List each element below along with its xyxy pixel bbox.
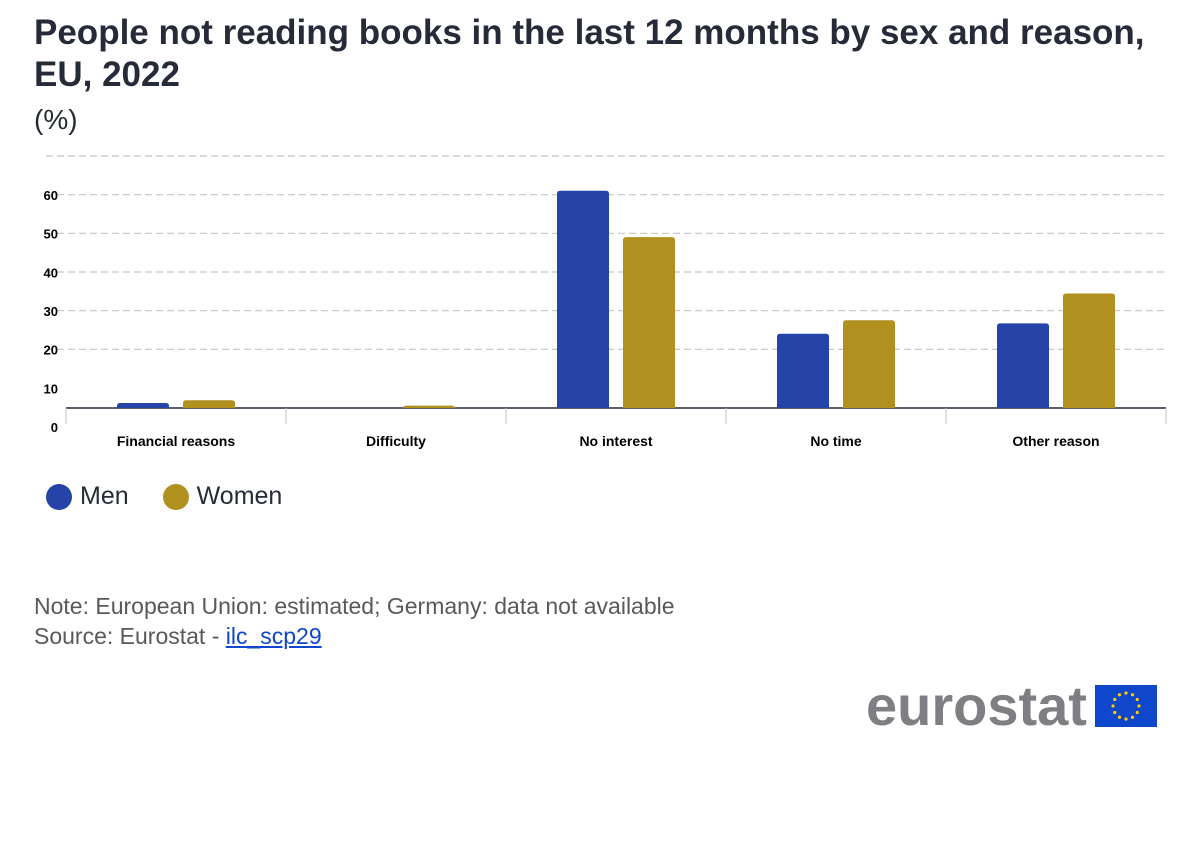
x-category-label: Difficulty bbox=[366, 433, 426, 449]
x-category-label: Financial reasons bbox=[117, 433, 235, 449]
flag-star bbox=[1117, 693, 1122, 697]
flag-star bbox=[1137, 704, 1141, 708]
flag-star bbox=[1113, 697, 1117, 702]
bar-men-0[interactable] bbox=[117, 402, 169, 408]
unit-label: (%) bbox=[34, 104, 78, 135]
flag-star bbox=[1124, 717, 1128, 721]
y-tick-label: 40 bbox=[44, 265, 58, 280]
eurostat-logo: eurostat bbox=[866, 676, 1157, 736]
legend-item-men[interactable]: Men bbox=[46, 482, 129, 511]
y-tick-label: 50 bbox=[44, 227, 58, 242]
bar-women-2[interactable] bbox=[623, 237, 675, 408]
flag-star bbox=[1117, 715, 1122, 719]
flag-star bbox=[1113, 710, 1117, 715]
bar-men-3[interactable] bbox=[777, 333, 829, 408]
y-tick-label: 0 bbox=[51, 420, 58, 435]
note-text: Note: European Union: estimated; Germany… bbox=[34, 593, 675, 619]
bar-men-2[interactable] bbox=[557, 190, 609, 408]
x-category-label: No interest bbox=[579, 433, 652, 449]
source-link[interactable]: ilc_scp29 bbox=[225, 623, 322, 649]
eurostat-wordmark: eurostat bbox=[866, 674, 1087, 737]
flag-star bbox=[1124, 691, 1128, 695]
legend-swatch-women bbox=[162, 483, 189, 510]
y-tick-label: 10 bbox=[44, 381, 58, 396]
legend-label-women: Women bbox=[196, 482, 283, 510]
y-tick-label: 20 bbox=[44, 343, 58, 358]
x-category-label: No time bbox=[810, 433, 862, 449]
footer: Note: European Union: estimated; Germany… bbox=[34, 591, 675, 651]
chart-title: People not reading books in the last 12 … bbox=[34, 13, 1145, 94]
flag-star bbox=[1135, 697, 1139, 702]
bar-chart: 0 10 20 30 40 50 60 Financial reasons Difficulty… bbox=[44, 155, 1167, 449]
legend-swatch-men bbox=[46, 483, 72, 510]
bar-women-3[interactable] bbox=[843, 320, 895, 408]
y-tick-label: 60 bbox=[44, 188, 58, 203]
eu-flag-icon bbox=[1094, 685, 1157, 727]
legend-label-men: Men bbox=[80, 482, 129, 510]
bar-women-0[interactable] bbox=[183, 400, 235, 408]
bar-men-4[interactable] bbox=[997, 323, 1049, 408]
source-text: Source: Eurostat - bbox=[34, 623, 226, 649]
legend-item-women[interactable]: Women bbox=[162, 482, 283, 511]
flag-star bbox=[1111, 704, 1115, 708]
bar-women-1[interactable] bbox=[403, 405, 455, 409]
flag-star bbox=[1130, 715, 1135, 719]
legend: Men Women bbox=[46, 482, 316, 511]
source-line: Source: Eurostat - ilc_scp29 bbox=[34, 621, 675, 651]
y-tick-label: 30 bbox=[44, 304, 58, 319]
x-category-label: Other reason bbox=[1012, 433, 1099, 449]
flag-star bbox=[1130, 693, 1135, 697]
bar-women-4[interactable] bbox=[1063, 293, 1115, 408]
flag-star bbox=[1135, 710, 1139, 715]
